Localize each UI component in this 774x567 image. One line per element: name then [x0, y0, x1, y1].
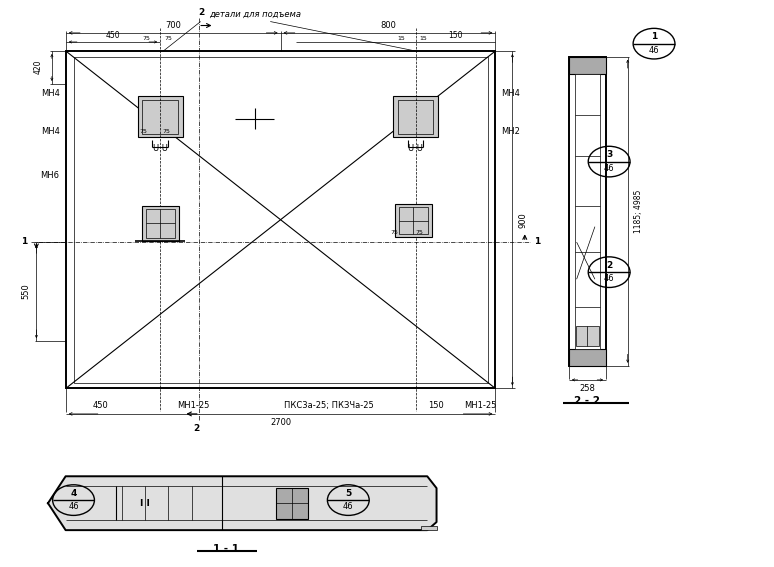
Text: МН2: МН2	[502, 128, 520, 137]
Text: 75: 75	[142, 36, 150, 41]
Text: 1: 1	[534, 237, 540, 246]
Bar	[399, 207, 428, 234]
Text: 2700: 2700	[270, 418, 291, 427]
Bar	[74, 57, 488, 383]
Text: МН1-25: МН1-25	[177, 401, 210, 410]
Text: 3: 3	[606, 150, 612, 159]
Text: 700: 700	[165, 21, 181, 30]
Bar	[576, 326, 599, 346]
Text: 150: 150	[448, 31, 462, 40]
Text: 150: 150	[428, 401, 444, 410]
Text: 550: 550	[21, 284, 30, 299]
Text: 2: 2	[194, 424, 200, 433]
Text: 2: 2	[198, 8, 204, 17]
Text: 800: 800	[380, 21, 396, 30]
Bar	[142, 100, 178, 134]
Text: детали для подъема: детали для подъема	[209, 10, 301, 19]
Text: 1 - 1: 1 - 1	[214, 544, 239, 555]
Text: 900: 900	[519, 212, 528, 227]
Text: МН4: МН4	[502, 88, 520, 98]
Text: 15: 15	[398, 36, 406, 41]
Bar	[398, 100, 433, 134]
Text: 15: 15	[420, 36, 427, 41]
Text: 46: 46	[68, 502, 79, 511]
Text: 450: 450	[106, 31, 120, 40]
Text: 75: 75	[416, 230, 423, 235]
Text: 46: 46	[343, 502, 354, 511]
Bar	[421, 526, 437, 530]
Bar	[575, 74, 600, 349]
Text: 4: 4	[70, 489, 77, 498]
Text: 2 - 2: 2 - 2	[574, 396, 601, 406]
Text: 1185; 4985: 1185; 4985	[634, 189, 643, 233]
Bar	[569, 57, 606, 74]
Text: 46: 46	[604, 274, 615, 283]
Text: 1: 1	[651, 32, 657, 41]
Bar	[395, 204, 432, 237]
Text: МН6: МН6	[40, 171, 60, 180]
Text: МН1-25: МН1-25	[464, 401, 496, 410]
Text: 2: 2	[606, 261, 612, 270]
Bar	[142, 206, 179, 241]
Bar	[66, 51, 495, 388]
Text: U U: U U	[152, 144, 168, 153]
Text: I I: I I	[140, 499, 149, 507]
Bar	[393, 96, 438, 137]
Text: 75: 75	[139, 129, 147, 134]
Text: 258: 258	[580, 384, 595, 393]
Text: МН4: МН4	[41, 88, 60, 98]
Text: 1: 1	[21, 237, 27, 246]
Bar	[569, 57, 606, 366]
Text: 46: 46	[649, 45, 659, 54]
Text: 420: 420	[33, 60, 43, 74]
Polygon shape	[48, 476, 437, 530]
Bar	[569, 349, 606, 366]
Text: 75: 75	[163, 129, 170, 134]
Text: МН4: МН4	[41, 128, 60, 137]
Text: 450: 450	[93, 401, 108, 410]
Text: 75: 75	[390, 230, 398, 235]
Text: 75: 75	[164, 36, 172, 41]
Bar	[276, 488, 308, 519]
Bar	[138, 96, 183, 137]
Bar	[146, 209, 175, 238]
Text: 46: 46	[604, 163, 615, 172]
Text: 5: 5	[345, 489, 351, 498]
Text: ПКС3а-25; ПКЗЧа-25: ПКС3а-25; ПКЗЧа-25	[284, 401, 374, 410]
Text: U U: U U	[408, 144, 423, 153]
